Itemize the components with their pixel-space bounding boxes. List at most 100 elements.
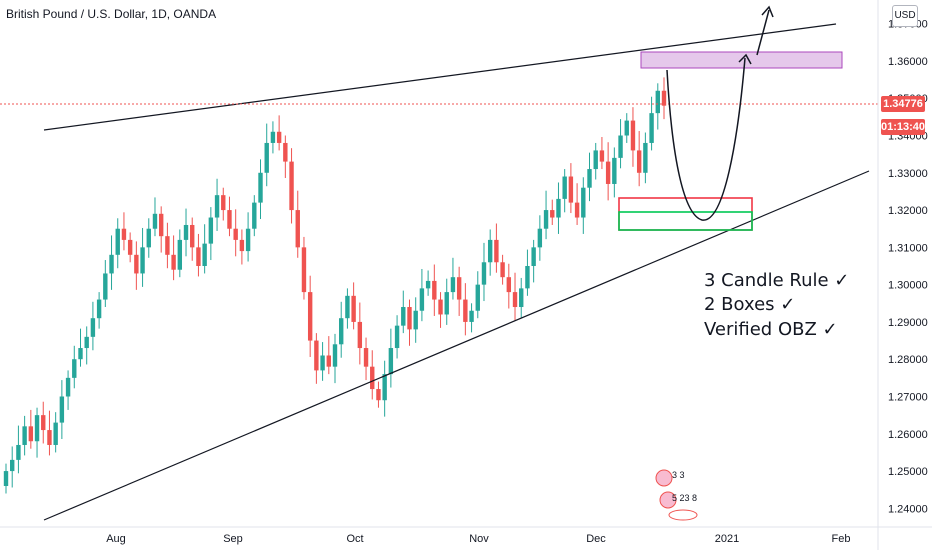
order-block-green-box[interactable] — [618, 211, 753, 231]
candle-body[interactable] — [419, 288, 425, 311]
candle-body[interactable] — [239, 239, 245, 252]
candle-body[interactable] — [401, 307, 406, 326]
candle-body[interactable] — [295, 210, 300, 248]
candle-body[interactable] — [59, 396, 65, 423]
candle-body[interactable] — [568, 176, 574, 203]
candle-body[interactable] — [413, 310, 418, 330]
candle-body[interactable] — [264, 142, 269, 173]
candle-body[interactable] — [326, 355, 331, 367]
candle-body[interactable] — [158, 213, 164, 237]
candle-body[interactable] — [587, 169, 592, 188]
candle-body[interactable] — [109, 254, 114, 274]
candle-body[interactable] — [165, 236, 170, 255]
candle-body[interactable] — [574, 202, 580, 218]
candle-body[interactable] — [103, 273, 108, 300]
upper-trendline[interactable] — [43, 23, 837, 131]
candle-body[interactable] — [3, 471, 9, 486]
candle-body[interactable] — [643, 142, 648, 173]
candle-body[interactable] — [115, 228, 120, 255]
currency-button[interactable]: USD — [892, 5, 918, 27]
candle-body[interactable] — [134, 254, 139, 274]
candle-body[interactable] — [469, 310, 474, 322]
candle-body[interactable] — [630, 120, 636, 151]
candle-body[interactable] — [562, 176, 567, 199]
candle-body[interactable] — [78, 348, 83, 360]
candle-body[interactable] — [612, 157, 617, 184]
candle-body[interactable] — [376, 389, 381, 401]
candle-body[interactable] — [258, 172, 263, 203]
candle-body[interactable] — [475, 284, 480, 311]
candle-body[interactable] — [487, 239, 493, 263]
candle-body[interactable] — [121, 228, 127, 240]
candle-body[interactable] — [605, 161, 611, 184]
candle-body[interactable] — [276, 131, 282, 143]
candle-body[interactable] — [227, 210, 232, 229]
candle-body[interactable] — [407, 307, 412, 330]
candle-body[interactable] — [537, 228, 543, 248]
candle-body[interactable] — [53, 422, 58, 445]
candle-body[interactable] — [146, 228, 151, 248]
candle-body[interactable] — [301, 247, 307, 293]
candle-body[interactable] — [152, 213, 158, 229]
candle-body[interactable] — [425, 280, 431, 289]
candle-body[interactable] — [270, 131, 276, 143]
candle-body[interactable] — [332, 344, 338, 367]
candle-body[interactable] — [506, 277, 512, 293]
candle-body[interactable] — [512, 292, 518, 308]
candle-body[interactable] — [127, 239, 133, 255]
candle-body[interactable] — [581, 187, 586, 218]
candle-body[interactable] — [556, 198, 561, 218]
candle-body[interactable] — [599, 150, 605, 162]
candle-body[interactable] — [314, 340, 319, 371]
candle-body[interactable] — [96, 299, 102, 319]
candle-body[interactable] — [388, 348, 394, 375]
candle-body[interactable] — [531, 247, 536, 266]
candle-body[interactable] — [183, 224, 189, 240]
candle-body[interactable] — [463, 299, 468, 322]
candle-body[interactable] — [34, 415, 40, 442]
candle-body[interactable] — [339, 318, 344, 345]
candle-body[interactable] — [22, 426, 27, 445]
candle-body[interactable] — [494, 239, 499, 263]
candle-body[interactable] — [307, 292, 313, 341]
candle-body[interactable] — [28, 426, 34, 442]
candle-body[interactable] — [438, 299, 443, 315]
candle-body[interactable] — [661, 90, 667, 106]
candle-body[interactable] — [456, 277, 462, 300]
candle-body[interactable] — [233, 228, 238, 240]
candle-body[interactable] — [649, 113, 654, 143]
candle-body[interactable] — [624, 120, 629, 136]
candle-body[interactable] — [214, 195, 220, 218]
candle-body[interactable] — [357, 321, 363, 349]
candle-body[interactable] — [90, 318, 96, 337]
candle-body[interactable] — [543, 210, 549, 229]
candle-body[interactable] — [16, 444, 21, 460]
candle-body[interactable] — [47, 430, 52, 445]
candle-body[interactable] — [525, 266, 530, 289]
candle-body[interactable] — [196, 247, 201, 266]
candle-body[interactable] — [289, 161, 294, 211]
candle-body[interactable] — [351, 295, 356, 322]
candle-body[interactable] — [345, 295, 350, 319]
candle-body[interactable] — [382, 374, 387, 401]
candle-body[interactable] — [394, 325, 400, 349]
candle-body[interactable] — [177, 239, 183, 270]
candle-body[interactable] — [593, 150, 598, 170]
candle-body[interactable] — [10, 459, 15, 472]
candle-body[interactable] — [202, 243, 207, 266]
candle-body[interactable] — [140, 247, 145, 274]
candle-body[interactable] — [320, 355, 325, 371]
candle-body[interactable] — [65, 377, 71, 397]
candle-body[interactable] — [41, 415, 46, 431]
candle-body[interactable] — [283, 142, 288, 162]
candle-body[interactable] — [370, 366, 375, 390]
order-block-red-box[interactable] — [618, 197, 753, 231]
lower-trendline[interactable] — [43, 170, 870, 521]
candle-body[interactable] — [550, 210, 555, 218]
candle-body[interactable] — [252, 202, 257, 229]
candle-body[interactable] — [363, 348, 369, 367]
candle-body[interactable] — [245, 228, 251, 252]
candle-body[interactable] — [655, 90, 660, 114]
candle-body[interactable] — [84, 336, 89, 349]
candle-body[interactable] — [636, 150, 642, 173]
